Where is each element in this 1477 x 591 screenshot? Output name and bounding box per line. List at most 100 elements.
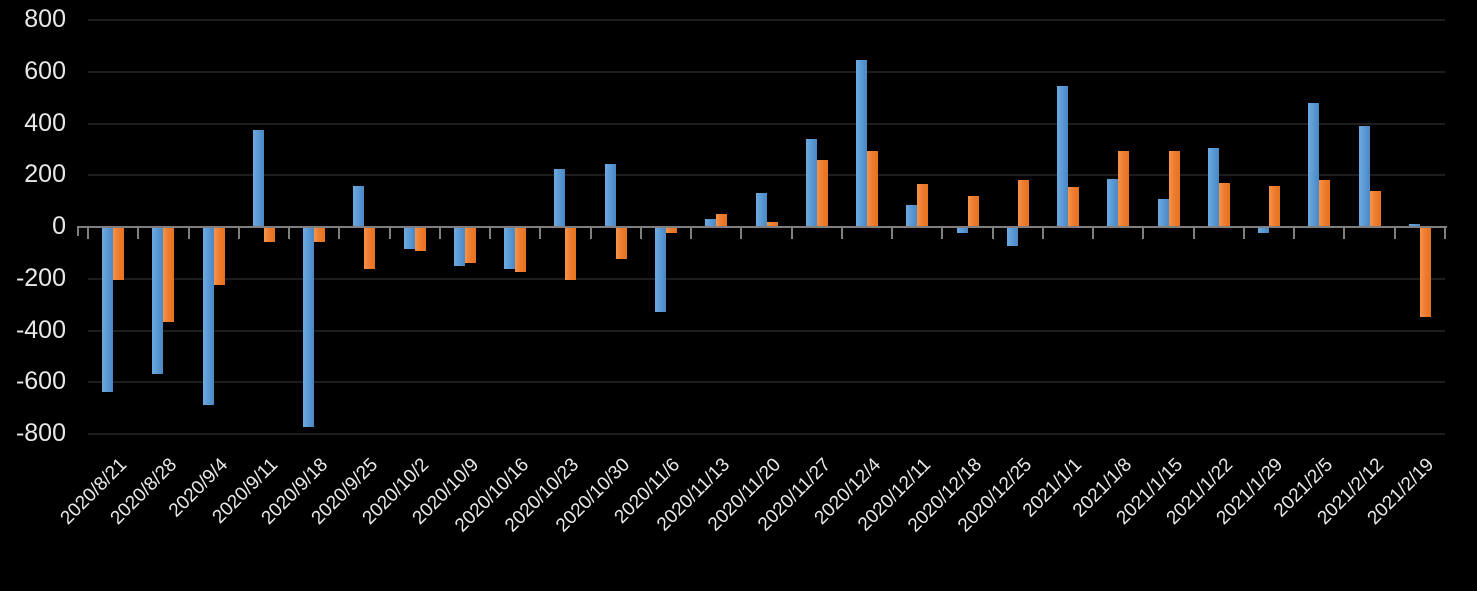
y-axis-tick-label: 0 bbox=[52, 212, 66, 240]
axis-tick bbox=[740, 228, 743, 239]
bar-blue-series-2021/1/8 bbox=[1107, 179, 1119, 227]
axis-tick bbox=[237, 228, 240, 239]
axis-tick bbox=[1041, 228, 1044, 239]
axis-tick bbox=[1393, 228, 1396, 239]
bar-orange-series-2021/1/1 bbox=[1068, 186, 1080, 227]
bar-blue-series-2020/12/4 bbox=[856, 60, 868, 227]
bar-orange-series-2021/1/29 bbox=[1269, 185, 1281, 227]
bar-orange-series-2020/9/25 bbox=[364, 228, 376, 270]
bar-orange-series-2020/8/21 bbox=[113, 228, 125, 280]
bar-orange-series-2020/11/27 bbox=[816, 159, 828, 227]
bar-blue-series-2021/2/19 bbox=[1408, 224, 1420, 227]
y-axis-tick-label: 800 bbox=[24, 5, 66, 33]
axis-tick bbox=[87, 228, 89, 239]
bar-blue-series-2020/9/11 bbox=[252, 129, 264, 227]
bar-orange-series-2021/2/19 bbox=[1419, 228, 1431, 318]
bar-blue-series-2020/8/21 bbox=[102, 228, 114, 393]
bar-blue-series-2021/2/12 bbox=[1358, 126, 1370, 227]
axis-tick bbox=[790, 228, 793, 239]
gridline bbox=[88, 19, 1445, 21]
axis-tick bbox=[639, 228, 642, 239]
axis-tick bbox=[941, 228, 944, 239]
bar-orange-series-2020/11/20 bbox=[766, 221, 778, 227]
axis-tick bbox=[1142, 228, 1145, 239]
bar-orange-series-2020/11/13 bbox=[716, 214, 728, 227]
axis-tick bbox=[489, 228, 492, 239]
axis-start-tick bbox=[77, 227, 79, 236]
bar-orange-series-2020/9/11 bbox=[263, 228, 275, 243]
bar-orange-series-2020/12/18 bbox=[967, 195, 979, 227]
y-axis-tick-label: -800 bbox=[15, 419, 66, 447]
bar-blue-series-2020/12/11 bbox=[906, 205, 918, 227]
bar-blue-series-2020/9/18 bbox=[303, 228, 315, 428]
bar-orange-series-2021/2/12 bbox=[1369, 190, 1381, 227]
axis-tick bbox=[891, 228, 894, 239]
gridline bbox=[88, 122, 1445, 125]
axis-tick bbox=[1242, 228, 1245, 239]
y-axis-tick-label: -200 bbox=[15, 263, 66, 292]
axis-tick bbox=[1092, 228, 1095, 239]
bar-orange-series-2020/9/4 bbox=[213, 228, 225, 285]
bar-orange-series-2020/10/30 bbox=[615, 228, 627, 260]
axis-tick bbox=[1343, 228, 1346, 239]
bar-blue-series-2020/9/25 bbox=[353, 185, 365, 227]
bar-orange-series-2021/1/15 bbox=[1168, 150, 1180, 227]
bar-blue-series-2021/1/1 bbox=[1057, 85, 1069, 227]
axis-tick bbox=[187, 228, 190, 239]
bar-orange-series-2021/1/8 bbox=[1118, 150, 1130, 227]
bar-blue-series-2020/12/18 bbox=[956, 228, 968, 234]
bar-blue-series-2020/10/2 bbox=[403, 228, 415, 249]
y-axis-tick-label: -600 bbox=[15, 367, 66, 396]
gridline bbox=[88, 433, 1445, 435]
axis-tick bbox=[589, 228, 592, 239]
bar-orange-series-2020/12/11 bbox=[917, 184, 929, 227]
axis-tick bbox=[288, 228, 291, 239]
bar-blue-series-2020/11/13 bbox=[705, 219, 717, 227]
bar-orange-series-2021/2/5 bbox=[1319, 180, 1331, 227]
axis-tick bbox=[539, 228, 542, 239]
axis-tick bbox=[1293, 228, 1296, 239]
bar-blue-series-2020/10/30 bbox=[604, 163, 616, 227]
axis-tick bbox=[1192, 228, 1195, 239]
y-axis-tick-label: 400 bbox=[24, 108, 66, 137]
gridline bbox=[88, 381, 1445, 384]
bar-orange-series-2020/8/28 bbox=[163, 228, 175, 323]
gridline bbox=[88, 329, 1445, 332]
bar-blue-series-2020/11/20 bbox=[755, 193, 767, 227]
bar-blue-series-2020/8/28 bbox=[152, 228, 164, 375]
bar-blue-series-2020/11/27 bbox=[805, 139, 817, 227]
bar-orange-series-2020/12/4 bbox=[867, 150, 879, 227]
bar-orange-series-2020/10/16 bbox=[515, 228, 527, 272]
bar-blue-series-2021/1/29 bbox=[1258, 228, 1270, 234]
bar-blue-series-2021/2/5 bbox=[1308, 102, 1320, 227]
gridline bbox=[88, 277, 1445, 280]
axis-tick bbox=[137, 228, 140, 239]
bar-orange-series-2020/9/18 bbox=[314, 228, 326, 243]
bar-orange-series-2020/12/25 bbox=[1017, 180, 1029, 227]
y-axis-tick-label: -400 bbox=[15, 315, 66, 344]
bar-blue-series-2021/1/15 bbox=[1157, 198, 1169, 227]
axis-tick bbox=[438, 228, 441, 239]
x-axis-line bbox=[77, 226, 1447, 228]
axis-tick bbox=[1444, 228, 1446, 239]
bar-blue-series-2020/9/4 bbox=[202, 228, 214, 406]
bar-orange-series-2021/1/22 bbox=[1218, 183, 1230, 227]
bar-orange-series-2020/10/9 bbox=[464, 228, 476, 263]
axis-tick bbox=[388, 228, 391, 239]
y-axis-tick-label: 200 bbox=[24, 160, 66, 189]
gridline bbox=[88, 70, 1445, 73]
bar-blue-series-2020/10/23 bbox=[554, 168, 566, 227]
axis-tick bbox=[338, 228, 341, 239]
gridline bbox=[88, 174, 1445, 177]
axis-tick bbox=[690, 228, 693, 239]
bar-blue-series-2020/12/25 bbox=[1006, 228, 1018, 247]
bar-blue-series-2021/1/22 bbox=[1207, 148, 1219, 227]
axis-tick bbox=[991, 228, 994, 239]
y-axis-tick-label: 600 bbox=[24, 56, 66, 85]
bar-blue-series-2020/10/9 bbox=[453, 228, 465, 266]
bar-orange-series-2020/10/2 bbox=[414, 228, 426, 252]
bar-orange-series-2020/10/23 bbox=[565, 228, 577, 280]
bar-blue-series-2020/10/16 bbox=[504, 228, 516, 270]
